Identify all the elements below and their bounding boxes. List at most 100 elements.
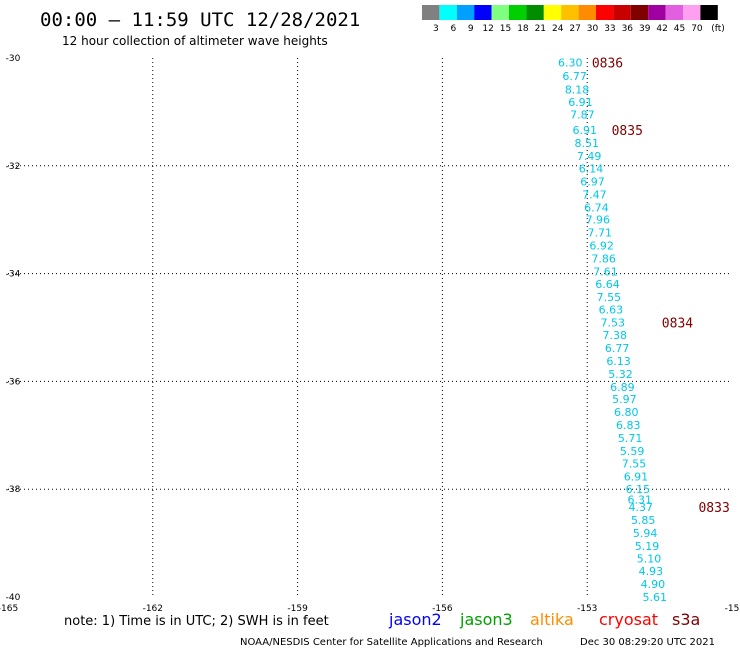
legend-label: 39: [639, 24, 651, 34]
y-tick-label: -36: [6, 377, 21, 387]
swh-value: 6.31: [628, 493, 653, 506]
pass-time-label: 0835: [612, 124, 643, 139]
legend-label: 3: [433, 24, 439, 34]
swh-value: 6.77: [562, 70, 587, 83]
swh-value: 4.93: [639, 565, 664, 578]
swh-value: 4.37: [629, 501, 654, 514]
swh-value: 4.90: [641, 578, 666, 591]
y-tick-label: -40: [6, 593, 21, 603]
swh-value: 6.30: [558, 56, 583, 69]
y-tick-label: -38: [6, 485, 21, 495]
legend-swatch: [665, 5, 683, 20]
color-scale-legend: 3 6 9 12 15 18 21 24 27 30 33 36 39 42 45 70 (ft): [422, 5, 725, 34]
pass-time-label: 0834: [662, 317, 693, 332]
swh-value: 7.87: [570, 109, 595, 122]
latitude-tick-labels: -30 -32 -34 -36 -38 -40: [6, 54, 21, 603]
swh-value: 8.51: [574, 137, 599, 150]
swh-value: 6.80: [614, 406, 639, 419]
swh-value: 5.97: [612, 393, 637, 406]
legend-label: 42: [656, 24, 667, 34]
chart-subtitle: 12 hour collection of altimeter wave hei…: [62, 34, 328, 48]
swh-value: 5.19: [635, 540, 660, 553]
legend-swatch: [439, 5, 457, 20]
legend-label: 15: [500, 24, 511, 34]
longitude-tick-labels: -165 -162 -159 -156 -153 -15: [0, 604, 739, 614]
x-tick-label: -153: [577, 604, 597, 614]
x-tick-label: -156: [432, 604, 453, 614]
legend-swatch: [561, 5, 579, 20]
legend-swatch: [491, 5, 509, 20]
footer-timestamp: Dec 30 08:29:20 UTC 2021: [580, 637, 715, 648]
swh-value: 6.77: [605, 342, 630, 355]
swh-value: 5.61: [643, 591, 668, 604]
swh-value: 6.83: [616, 419, 641, 432]
legend-swatch: [613, 5, 631, 20]
swh-value: 5.32: [608, 368, 633, 381]
y-tick-label: -32: [6, 162, 21, 172]
swh-value: 7.47: [582, 188, 607, 201]
swh-value: 8.18: [565, 83, 590, 96]
y-tick-label: -34: [6, 270, 21, 280]
legend-label: 70: [691, 24, 703, 34]
legend-label: 36: [622, 24, 634, 34]
legend-label: 6: [450, 24, 456, 34]
legend-label: 12: [482, 24, 493, 34]
pass-time-label: 0833: [698, 501, 729, 516]
swh-value: 7.53: [601, 317, 626, 330]
legend-swatch: [422, 5, 440, 20]
legend-label: 21: [535, 24, 546, 34]
swh-value: 7.71: [587, 227, 612, 240]
legend-label: 33: [604, 24, 615, 34]
swh-value: 7.55: [622, 457, 647, 470]
legend-swatch: [456, 5, 475, 20]
swh-value: 7.49: [577, 150, 602, 163]
swh-value: 5.71: [618, 432, 643, 445]
legend-label: 45: [674, 24, 685, 34]
legend-label: 27: [569, 24, 580, 34]
swh-value: 6.15: [626, 483, 651, 496]
legend-swatch: [683, 5, 701, 20]
mission-label: jason3: [459, 610, 513, 629]
wave-height-values: 6.306.778.186.917.876.918.517.496.146.97…: [558, 56, 667, 604]
mission-legend: jason2 jason3 altika cryosat s3a: [388, 610, 700, 629]
legend-swatch: [630, 5, 649, 20]
legend-swatch: [543, 5, 562, 20]
mission-label: altika: [530, 610, 574, 629]
swh-value: 7.61: [593, 265, 618, 278]
chart-title: 00:00 – 11:59 UTC 12/28/2021: [40, 9, 360, 31]
swh-value: 5.94: [633, 527, 658, 540]
swh-value: 6.91: [568, 96, 593, 109]
x-tick-label: -162: [143, 604, 163, 614]
legend-label: 9: [468, 24, 474, 34]
swh-value: 5.10: [637, 553, 662, 566]
mission-label: cryosat: [599, 610, 658, 629]
legend-label: 18: [517, 24, 529, 34]
swh-value: 7.86: [591, 253, 616, 266]
legend-label: 24: [552, 24, 564, 34]
footer-note: note: 1) Time is in UTC; 2) SWH is in fe…: [64, 614, 329, 629]
mission-label: s3a: [672, 610, 700, 629]
swh-value: 6.13: [606, 355, 631, 368]
legend-swatch: [509, 5, 527, 20]
swh-value: 6.97: [580, 175, 605, 188]
y-tick-label: -30: [6, 54, 21, 64]
pass-time-labels: 0836 0835 0834 0833: [592, 56, 730, 516]
swh-value: 6.14: [579, 162, 604, 175]
swh-value: 7.96: [586, 214, 611, 227]
swh-value: 6.89: [610, 381, 635, 394]
legend-swatch: [700, 5, 718, 20]
swh-value: 6.63: [599, 304, 624, 317]
x-tick-label: -165: [0, 604, 18, 614]
legend-unit: (ft): [711, 24, 725, 34]
legend-swatch: [526, 5, 544, 20]
legend-swatch: [474, 5, 492, 20]
pass-time-label: 0836: [592, 56, 623, 71]
mission-label: jason2: [388, 610, 442, 629]
legend-swatch: [648, 5, 666, 20]
swh-value: 6.91: [624, 470, 649, 483]
swh-value: 6.64: [595, 278, 620, 291]
swh-value: 7.38: [602, 329, 627, 342]
footer-credit: NOAA/NESDIS Center for Satellite Applica…: [240, 637, 543, 648]
legend-label: 30: [587, 24, 599, 34]
